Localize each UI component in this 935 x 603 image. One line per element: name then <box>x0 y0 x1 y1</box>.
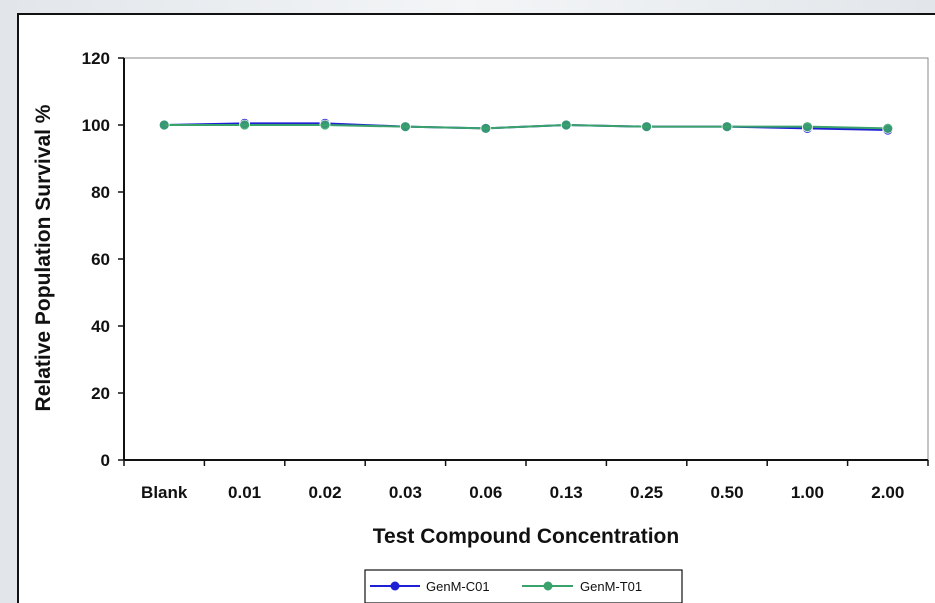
data-point-genm-t01 <box>802 121 813 133</box>
y-tick-label: 0 <box>101 451 110 470</box>
x-tick-label: 0.03 <box>389 483 422 502</box>
x-tick-label: 0.06 <box>469 483 502 502</box>
y-ticks: 0 20 40 60 80 100 120 <box>82 49 124 470</box>
data-point-genm-t01 <box>721 121 733 133</box>
data-point-genm-t01 <box>158 119 170 131</box>
series-line-genm-t01 <box>164 123 888 130</box>
legend-marker-genm-c01 <box>390 581 400 591</box>
y-axis-title: Relative Population Survival % <box>32 104 55 411</box>
x-axis-title: Test Compound Concentration <box>373 525 679 548</box>
legend: GenM-C01 GenM-T01 <box>364 569 683 603</box>
y-tick-label: 100 <box>82 116 110 135</box>
x-tick-label: Blank <box>141 483 188 502</box>
y-tick-label: 40 <box>91 317 110 336</box>
series-layer <box>158 117 894 136</box>
x-tick-label: 0.02 <box>308 483 341 502</box>
y-tick-label: 20 <box>91 384 110 403</box>
data-point-genm-t01 <box>239 119 251 131</box>
y-tick-label: 80 <box>91 183 110 202</box>
x-tick-label: 0.01 <box>228 483 261 502</box>
data-point-genm-t01 <box>480 122 492 134</box>
x-tick-label: 0.13 <box>550 483 583 502</box>
x-tick-label: 1.00 <box>791 483 824 502</box>
x-tick-label: 0.25 <box>630 483 663 502</box>
data-point-genm-t01 <box>641 121 652 133</box>
legend-label-genm-c01: GenM-C01 <box>426 579 490 594</box>
legend-label-genm-t01: GenM-T01 <box>580 579 642 594</box>
y-tick-label: 60 <box>91 250 110 269</box>
x-ticks: Blank 0.01 0.02 0.03 0.06 0.13 0.25 0.50 1.00 2.0… <box>123 460 929 502</box>
x-tick-label: 2.00 <box>871 483 904 502</box>
legend-marker-genm-t01 <box>543 581 553 591</box>
y-tick-label: 120 <box>82 49 110 68</box>
x-tick-label: 0.50 <box>710 483 743 502</box>
data-point-genm-t01 <box>319 119 331 131</box>
data-point-genm-t01 <box>399 121 411 133</box>
data-point-genm-t01 <box>560 119 572 131</box>
data-point-genm-t01 <box>882 122 894 134</box>
